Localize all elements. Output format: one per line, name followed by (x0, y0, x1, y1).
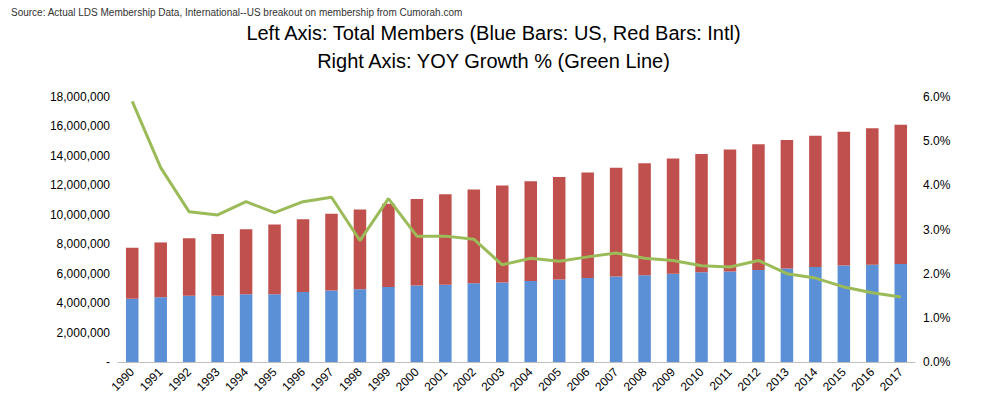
svg-text:1992: 1992 (165, 365, 194, 394)
svg-text:2006: 2006 (564, 365, 593, 394)
svg-text:2014: 2014 (792, 365, 821, 394)
svg-text:2017: 2017 (877, 365, 906, 394)
svg-text:4.0%: 4.0% (923, 178, 951, 192)
svg-text:12,000,000: 12,000,000 (50, 178, 110, 192)
svg-text:Left Axis: Total Members (Blue: Left Axis: Total Members (Blue Bars: US,… (246, 22, 740, 44)
svg-text:1998: 1998 (336, 365, 365, 394)
svg-text:2015: 2015 (820, 365, 849, 394)
svg-text:2010: 2010 (678, 365, 707, 394)
svg-text:18,000,000: 18,000,000 (50, 90, 110, 104)
svg-text:3.0%: 3.0% (923, 223, 951, 237)
svg-text:4,000,000: 4,000,000 (57, 296, 111, 310)
svg-text:1995: 1995 (251, 365, 280, 394)
svg-text:2000: 2000 (393, 365, 422, 394)
svg-text:2005: 2005 (535, 365, 564, 394)
svg-text:1996: 1996 (279, 365, 308, 394)
svg-text:0.0%: 0.0% (923, 355, 951, 369)
svg-text:6,000,000: 6,000,000 (57, 267, 111, 281)
svg-text:14,000,000: 14,000,000 (50, 149, 110, 163)
svg-text:2008: 2008 (621, 365, 650, 394)
svg-text:1994: 1994 (222, 365, 251, 394)
svg-text:1.0%: 1.0% (923, 311, 951, 325)
svg-text:1997: 1997 (308, 365, 337, 394)
svg-text:1991: 1991 (137, 365, 166, 394)
svg-text:2.0%: 2.0% (923, 267, 951, 281)
svg-text:2002: 2002 (450, 365, 479, 394)
svg-text:2012: 2012 (735, 365, 764, 394)
svg-text:2016: 2016 (848, 365, 877, 394)
svg-text:-: - (106, 355, 110, 369)
svg-text:2001: 2001 (422, 365, 451, 394)
svg-text:2007: 2007 (592, 365, 621, 394)
svg-text:2003: 2003 (478, 365, 507, 394)
svg-text:6.0%: 6.0% (923, 90, 951, 104)
svg-text:2009: 2009 (649, 365, 678, 394)
svg-text:1999: 1999 (365, 365, 394, 394)
svg-text:1993: 1993 (194, 365, 223, 394)
svg-text:2,000,000: 2,000,000 (57, 326, 111, 340)
svg-text:1990: 1990 (108, 365, 137, 394)
svg-text:2004: 2004 (507, 365, 536, 394)
svg-text:Source: Actual LDS Membership: Source: Actual LDS Membership Data, Inte… (11, 7, 462, 18)
svg-text:Right Axis: YOY Growth % (Gree: Right Axis: YOY Growth % (Green Line) (317, 50, 670, 72)
svg-text:2011: 2011 (707, 365, 735, 393)
svg-text:16,000,000: 16,000,000 (50, 119, 110, 133)
svg-text:2013: 2013 (763, 365, 792, 394)
svg-text:5.0%: 5.0% (923, 134, 951, 148)
svg-text:10,000,000: 10,000,000 (50, 208, 110, 222)
svg-text:8,000,000: 8,000,000 (57, 237, 111, 251)
